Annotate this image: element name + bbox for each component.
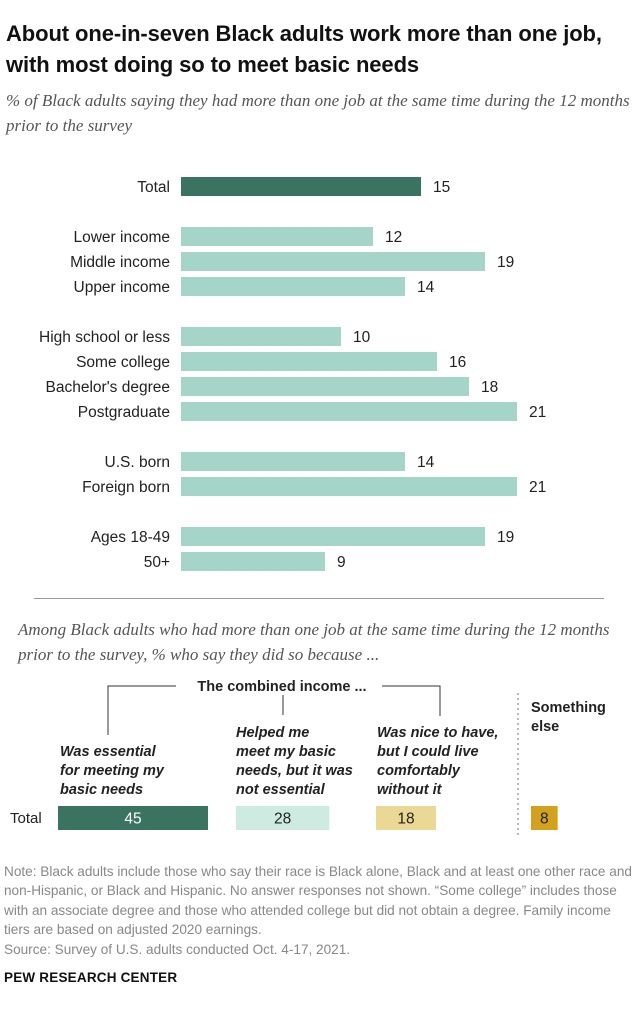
value-label-u-s-born: 14 <box>417 454 435 471</box>
bar-group-middle-income: Middle income 19 <box>70 252 514 271</box>
bar-postgraduate <box>181 402 517 421</box>
bar-lower-income <box>181 227 373 246</box>
value-label-some-college: 16 <box>449 354 466 371</box>
bar-some-college <box>181 352 437 371</box>
chart-title: About one-in-seven Black adults work mor… <box>6 21 602 77</box>
segment-value-3: 18 <box>397 811 414 828</box>
value-label-ages-18-49: 19 <box>497 529 514 546</box>
value-label-lower-income: 12 <box>385 229 402 246</box>
bar-upper-income <box>181 277 405 296</box>
series-label-helped-me-meet-my-basic-needs-but-it-was-not-essential: Helped me meet my basic needs, but it was n… <box>236 725 353 798</box>
segment-value-4: 8 <box>540 811 549 828</box>
bar-bachelor-s-degree <box>181 377 469 396</box>
bar-total <box>181 177 421 196</box>
category-label-u-s-born: U.S. born <box>105 454 170 471</box>
bar-group-high-school-or-less: High school or less 10 <box>39 327 371 346</box>
value-label-bachelor-s-degree: 18 <box>481 379 498 396</box>
value-label-high-school-or-less: 10 <box>353 329 371 346</box>
reasons-subtitle: Among Black adults who had more than one… <box>18 620 610 664</box>
category-label-middle-income: Middle income <box>70 254 170 271</box>
bar-group-postgraduate: Postgraduate 21 <box>78 402 546 421</box>
bar-group-bachelor-s-degree: Bachelor's degree 18 <box>46 377 498 396</box>
bar-chart-multiple-jobs: Total 15 Lower income 12 Middle income 19 Uppe… <box>39 177 546 571</box>
value-label-middle-income: 19 <box>497 254 514 271</box>
series-label-was-nice-to-have-but-i-could-live-comfortably-without-it: Was nice to have, but I could live comfort… <box>377 725 498 798</box>
category-label-ages-18-49: Ages 18-49 <box>91 529 170 546</box>
category-label-50: 50+ <box>144 554 170 571</box>
reasons-chart: The combined income ... Total Was essentia… <box>10 679 606 838</box>
bar-group-some-college: Some college 16 <box>76 352 466 371</box>
bar-group-50: 50+ 9 <box>144 552 346 571</box>
segment-was-nice-to-have-but-i-could-live-comfortably-without-it: 18 <box>376 806 436 830</box>
value-label-upper-income: 14 <box>417 279 435 296</box>
bar-group-u-s-born: U.S. born 14 <box>105 452 435 471</box>
category-label-foreign-born: Foreign born <box>82 479 170 496</box>
segment-bar-4 <box>531 806 558 830</box>
bar-50 <box>181 552 325 571</box>
segment-something-else: 8 <box>531 806 558 830</box>
category-label-bachelor-s-degree: Bachelor's degree <box>46 379 170 396</box>
combined-income-header: The combined income ... <box>197 679 366 695</box>
category-label-some-college: Some college <box>76 354 170 371</box>
section-divider <box>34 598 604 599</box>
bar-middle-income <box>181 252 485 271</box>
series-label-was-essential-for-meeting-my-basic-needs: Was essential for meeting my basic needs <box>60 744 165 798</box>
value-label-total: 15 <box>433 179 450 196</box>
combined-income-bracket <box>107 685 441 735</box>
bar-ages-18-49 <box>181 527 485 546</box>
category-label-postgraduate: Postgraduate <box>78 404 170 421</box>
bar-high-school-or-less <box>181 327 341 346</box>
bar-group-foreign-born: Foreign born 21 <box>82 477 546 496</box>
chart-source: Source: Survey of U.S. adults conducted … <box>4 942 351 957</box>
value-label-50: 9 <box>337 554 346 571</box>
segment-value-2: 28 <box>274 811 291 828</box>
segment-helped-me-meet-my-basic-needs-but-it-was-not-essential: 28 <box>236 806 330 830</box>
bar-foreign-born <box>181 477 517 496</box>
series-label-something-else: Something else <box>531 700 606 735</box>
segment-was-essential-for-meeting-my-basic-needs: 45 <box>58 806 208 830</box>
brand-logo-text: PEW RESEARCH CENTER <box>4 970 178 985</box>
chart-note: Note: Black adults include those who say… <box>4 864 632 938</box>
bar-group-upper-income: Upper income 14 <box>74 277 435 296</box>
bar-u-s-born <box>181 452 405 471</box>
chart-subtitle: % of Black adults saying they had more t… <box>6 91 630 135</box>
segment-bar-2 <box>236 806 330 830</box>
category-label-lower-income: Lower income <box>74 229 171 246</box>
category-label-upper-income: Upper income <box>74 279 171 296</box>
segment-value-1: 45 <box>124 811 141 828</box>
bar-group-ages-18-49: Ages 18-49 19 <box>91 527 514 546</box>
segment-bar-3 <box>376 806 436 830</box>
segment-bar-1 <box>58 806 208 830</box>
bar-group-total: Total 15 <box>137 177 450 196</box>
category-label-high-school-or-less: High school or less <box>39 329 170 346</box>
bar-group-lower-income: Lower income 12 <box>74 227 402 246</box>
value-label-postgraduate: 21 <box>529 404 546 421</box>
value-label-foreign-born: 21 <box>529 479 546 496</box>
category-label-total: Total <box>137 179 170 196</box>
row-label-total: Total <box>10 810 42 827</box>
